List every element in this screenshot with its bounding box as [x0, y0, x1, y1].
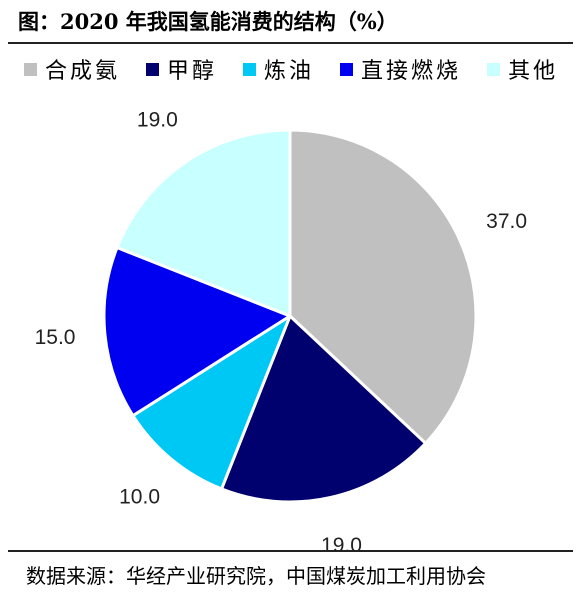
pie-slice-other: [115, 128, 292, 318]
source-divider: [8, 550, 573, 552]
legend-item-refining: 炼油: [243, 53, 314, 85]
legend-swatch-ammonia: [24, 62, 37, 76]
data-label-refining: 10.0: [119, 485, 160, 508]
pie-slice-ammonia: [288, 128, 478, 445]
legend-swatch-direct-combustion: [340, 62, 354, 76]
legend-item-methanol: 甲醇: [146, 53, 217, 85]
legend-label-other: 其他: [508, 59, 559, 84]
legend-item-other: 其他: [487, 53, 558, 85]
legend-swatch-refining: [243, 62, 257, 76]
legend-label-methanol: 甲醇: [167, 59, 218, 84]
data-label-other: 19.0: [137, 108, 178, 131]
pie-slice-direct-combustion: [102, 246, 292, 418]
data-label-direct-combustion: 15.0: [35, 326, 76, 349]
data-label-methanol: 19.0: [321, 534, 362, 557]
legend-item-ammonia: 合成氨: [24, 53, 120, 85]
legend-label-ammonia: 合成氨: [45, 59, 121, 84]
legend-label-direct-combustion: 直接燃烧: [361, 59, 462, 84]
legend-item-direct-combustion: 直接燃烧: [340, 53, 461, 85]
legend-swatch-methanol: [146, 62, 160, 76]
source-note: 数据来源：华经产业研究院，中国煤炭加工利用协会: [26, 564, 486, 588]
chart-title: 图：2020 年我国氢能消费的结构（%）: [18, 9, 398, 34]
pie-slice-refining: [131, 314, 292, 491]
title-divider: [8, 42, 573, 44]
legend-label-refining: 炼油: [264, 59, 315, 84]
data-label-ammonia: 37.0: [486, 210, 527, 233]
chart-legend: 合成氨 甲醇 炼油 直接燃烧 其他: [24, 52, 558, 86]
legend-swatch-other: [487, 62, 501, 76]
